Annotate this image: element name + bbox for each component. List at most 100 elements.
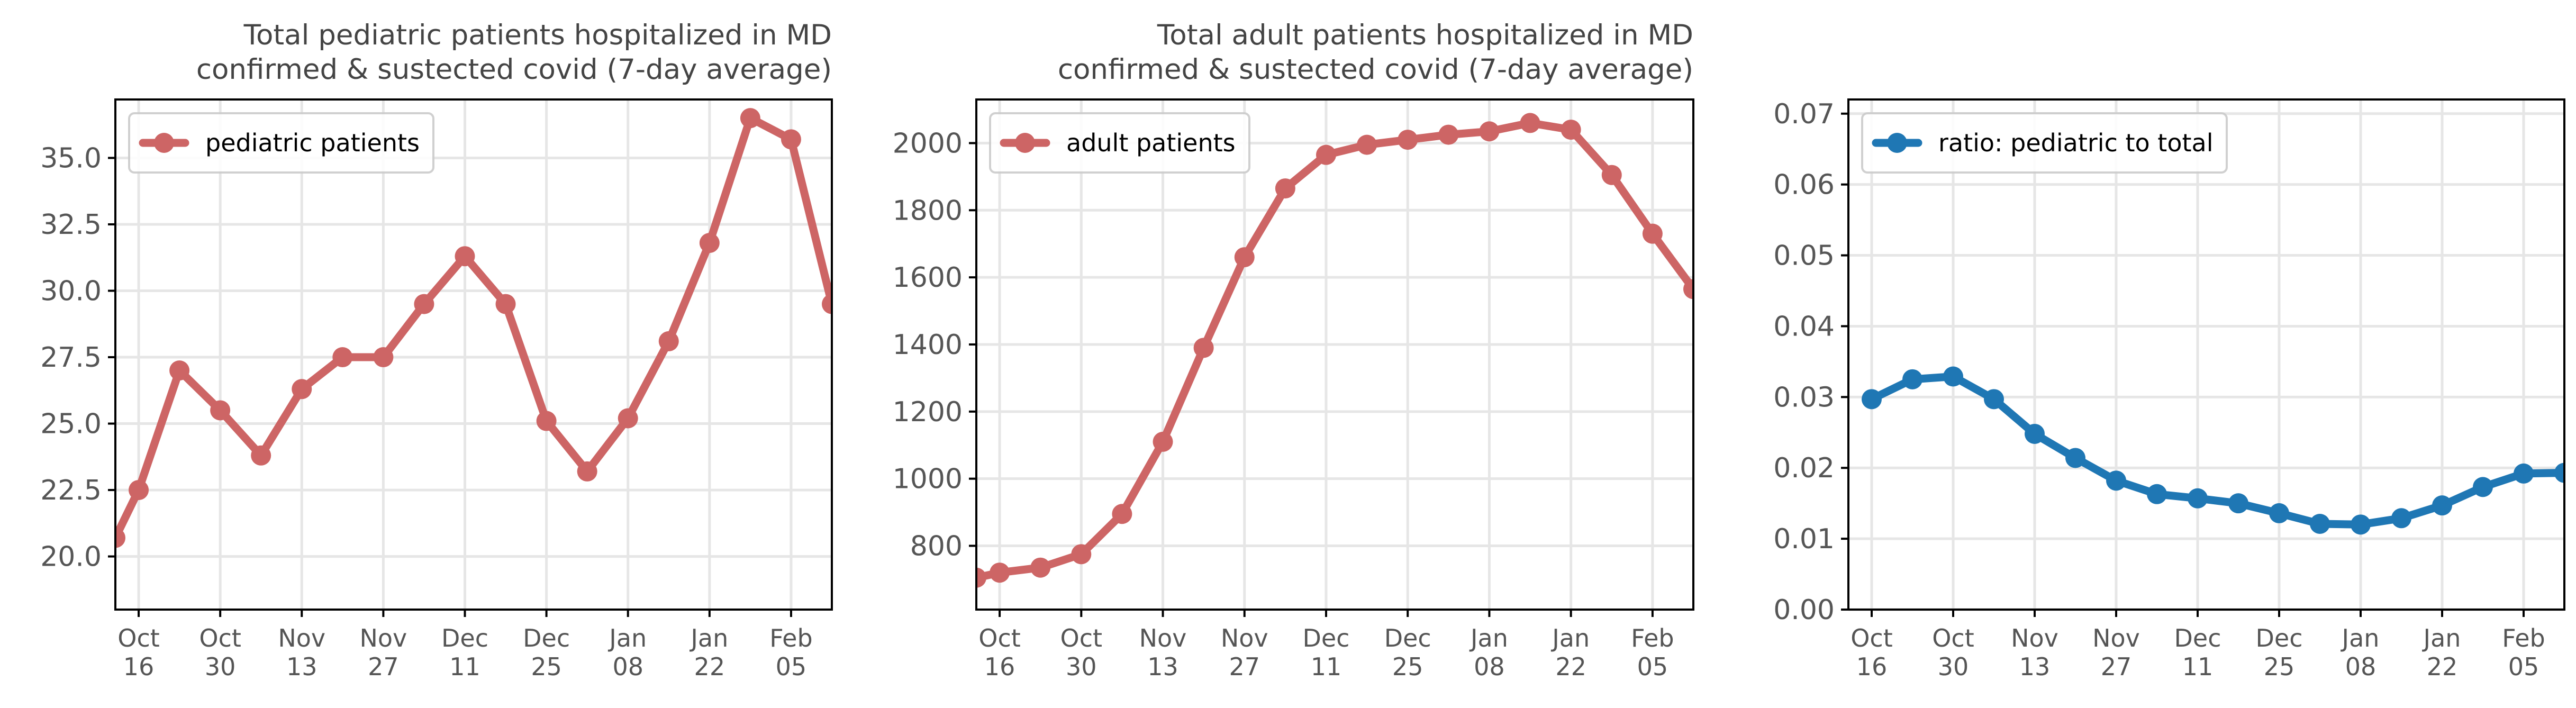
x-tick-label-month: Dec xyxy=(523,624,570,652)
x-tick-label-day: 27 xyxy=(368,652,399,681)
data-point xyxy=(740,108,760,129)
data-point xyxy=(1030,557,1051,578)
x-tick-label-day: 05 xyxy=(2508,652,2539,681)
data-point xyxy=(1561,120,1581,140)
y-tick-label: 0.06 xyxy=(1773,169,1835,201)
data-point xyxy=(2106,470,2126,491)
x-tick-label-month: Jan xyxy=(689,624,728,652)
x-tick-label-month: Jan xyxy=(607,624,647,652)
data-point xyxy=(2514,463,2534,484)
data-point xyxy=(332,347,353,368)
data-point xyxy=(577,461,597,482)
data-point xyxy=(699,233,720,253)
y-tick-label: 0.01 xyxy=(1773,523,1835,555)
y-tick-label: 0.02 xyxy=(1773,452,1835,484)
y-tick-label: 25.0 xyxy=(40,409,102,440)
data-point xyxy=(251,445,271,466)
data-point xyxy=(976,567,986,588)
data-point xyxy=(129,480,149,501)
data-point xyxy=(2188,488,2208,509)
x-tick-label-day: 22 xyxy=(2427,652,2458,681)
data-point xyxy=(169,360,190,381)
data-point xyxy=(1862,389,1882,410)
data-point xyxy=(658,331,679,351)
x-tick-label-month: Oct xyxy=(1932,624,1974,652)
pediatric-ratio-chart: 0.000.010.020.030.040.050.060.07Oct16Oct… xyxy=(1773,98,2565,681)
x-tick-label-month: Dec xyxy=(441,624,488,652)
data-point xyxy=(2473,477,2493,497)
data-point xyxy=(781,129,801,150)
x-tick-label-day: 25 xyxy=(1392,652,1423,681)
x-tick-label-month: Feb xyxy=(2502,624,2545,652)
y-tick-label: 22.5 xyxy=(40,475,102,506)
series-0 xyxy=(115,108,832,548)
x-tick-label-day: 08 xyxy=(612,652,643,681)
y-tick-label: 35.0 xyxy=(40,142,102,174)
x-tick-label-day: 11 xyxy=(2182,652,2214,681)
x-tick-label-day: 11 xyxy=(1311,652,1342,681)
y-tick-label: 1000 xyxy=(893,464,963,495)
y-tick-label: 32.5 xyxy=(40,209,102,241)
x-tick-label-day: 16 xyxy=(1856,652,1888,681)
data-point xyxy=(1234,247,1255,268)
data-point xyxy=(1071,544,1092,565)
data-point xyxy=(1316,144,1336,165)
x-tick-label-day: 11 xyxy=(449,652,480,681)
data-point xyxy=(1275,178,1295,199)
x-tick-label-day: 16 xyxy=(123,652,155,681)
x-tick-label-month: Nov xyxy=(1139,624,1187,652)
legend-box xyxy=(1861,112,2228,174)
data-point xyxy=(822,294,832,314)
chart-title-line: Total adult patients hospitalized in MD xyxy=(1157,19,1693,51)
x-tick-label-month: Dec xyxy=(2174,624,2221,652)
legend-box xyxy=(989,112,1250,174)
legend-label: ratio: pediatric to total xyxy=(1938,129,2213,157)
x-tick-label-day: 30 xyxy=(1938,652,1969,681)
data-point xyxy=(292,379,312,400)
x-tick-label-day: 13 xyxy=(2019,652,2051,681)
data-point xyxy=(2432,495,2452,516)
data-point xyxy=(1943,366,1963,387)
x-tick-label-month: Oct xyxy=(117,624,160,652)
data-point xyxy=(1357,134,1377,155)
series-0 xyxy=(1862,366,2564,535)
data-point xyxy=(414,294,434,314)
data-point xyxy=(373,347,394,368)
legend-marker-swatch xyxy=(154,133,174,153)
x-tick-label-day: 25 xyxy=(531,652,562,681)
plot-frame xyxy=(975,98,1694,611)
data-point xyxy=(1193,338,1214,358)
data-point xyxy=(1479,121,1500,142)
chart-title-line: confirmed & sustected covid (7-day avera… xyxy=(196,53,832,86)
y-tick-label: 800 xyxy=(910,531,963,562)
y-tick-label: 2000 xyxy=(893,128,963,159)
legend-marker-swatch xyxy=(1887,133,1907,153)
data-point xyxy=(2554,462,2564,483)
x-tick-label-day: 08 xyxy=(1474,652,1505,681)
legend-marker-swatch xyxy=(1015,133,1035,153)
y-tick-label: 20.0 xyxy=(40,541,102,573)
x-tick-label-month: Nov xyxy=(359,624,407,652)
y-tick-label: 30.0 xyxy=(40,276,102,307)
y-tick-label: 1800 xyxy=(893,195,963,226)
x-tick-label-day: 16 xyxy=(984,652,1015,681)
x-tick-label-month: Jan xyxy=(1550,624,1590,652)
x-tick-label-month: Feb xyxy=(1631,624,1674,652)
x-tick-label-day: 27 xyxy=(1229,652,1260,681)
data-point xyxy=(1520,113,1540,133)
data-point xyxy=(115,528,125,548)
data-point xyxy=(990,562,1010,583)
legend-box xyxy=(128,112,434,174)
x-tick-label-month: Jan xyxy=(2341,624,2380,652)
data-point xyxy=(1112,504,1132,524)
data-point xyxy=(2147,484,2167,504)
data-point xyxy=(1438,124,1459,145)
data-point xyxy=(1902,369,1922,389)
y-tick-label: 1400 xyxy=(893,329,963,361)
data-point xyxy=(618,408,638,429)
x-tick-label-day: 22 xyxy=(1555,652,1586,681)
chart-title-line: confirmed & sustected covid (7-day avera… xyxy=(1058,53,1693,86)
x-tick-label-day: 30 xyxy=(1066,652,1097,681)
x-tick-label-day: 08 xyxy=(2345,652,2377,681)
